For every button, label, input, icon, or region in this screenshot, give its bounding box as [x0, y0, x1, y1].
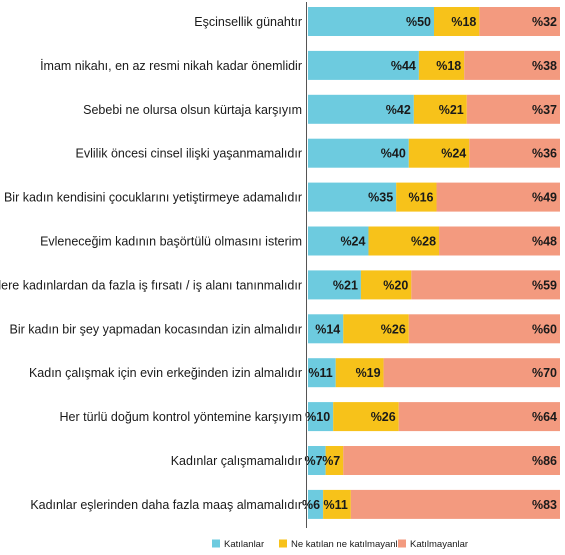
- data-label: %18: [436, 59, 461, 73]
- data-label: %26: [381, 322, 406, 336]
- bar-segment: [396, 182, 437, 212]
- data-label: %59: [532, 278, 557, 292]
- data-label: %28: [411, 235, 436, 249]
- data-label: %24: [441, 147, 466, 161]
- category-label: Kadınlar eşlerinden daha fazla maaş alma…: [30, 498, 302, 512]
- bar-segment: [325, 446, 344, 475]
- data-label: %40: [381, 147, 406, 161]
- data-label: %50: [406, 15, 431, 29]
- bar-segment: [469, 138, 560, 168]
- category-label: Bir kadın bir şey yapmadan kocasından iz…: [9, 322, 302, 336]
- bar-segment: [466, 94, 560, 124]
- data-label: %37: [532, 103, 557, 117]
- bar-segment: [408, 138, 470, 168]
- bar-segment: [335, 358, 384, 388]
- bar-segment: [333, 402, 399, 432]
- category-label: Evlilik öncesi cinsel ilişki yaşanmamalı…: [76, 147, 302, 161]
- bar-segment: [308, 489, 324, 519]
- category-labels: Eşcinsellik günahtır İmam nikahı, en az r…: [0, 15, 302, 512]
- bar-segment: [308, 7, 434, 36]
- bar-segment: [308, 270, 361, 300]
- bar-segment: [360, 270, 412, 300]
- legend-swatch: [398, 539, 406, 548]
- bar-segment: [308, 358, 336, 388]
- data-label: %11: [308, 366, 332, 380]
- category-label: Sebebi ne olursa olsun kürtaja karşıyım: [83, 103, 302, 117]
- category-label: Eşcinsellik günahtır: [194, 15, 302, 29]
- data-label: %35: [368, 191, 393, 205]
- data-label: %48: [532, 235, 557, 249]
- data-label: %86: [532, 454, 557, 468]
- bar-segment: [343, 314, 409, 344]
- data-label: %21: [333, 278, 358, 292]
- bar-segment: [411, 270, 560, 300]
- bar-segment: [323, 489, 351, 519]
- data-label: %16: [408, 191, 433, 205]
- data-label: %11: [323, 498, 347, 512]
- data-label: %6: [302, 498, 320, 512]
- data-label: %83: [532, 498, 557, 512]
- data-label: %18: [451, 15, 476, 29]
- bar-segment: [308, 446, 326, 475]
- bar-segment: [436, 182, 560, 212]
- bar-segment: [308, 138, 409, 168]
- legend-label: Ne katılan ne katılmayanlar: [291, 539, 406, 550]
- data-label: %44: [391, 59, 416, 73]
- bar-segment: [350, 489, 560, 519]
- bar-segment: [383, 358, 560, 388]
- data-label: %49: [532, 191, 557, 205]
- data-label: %64: [532, 410, 557, 424]
- bar-segment: [308, 226, 369, 256]
- data-label: %36: [532, 147, 557, 161]
- data-label: %60: [532, 322, 557, 336]
- category-label: Kadınlar çalışmamalıdır: [171, 454, 302, 468]
- category-label: İmam nikahı, en az resmi nikah kadar öne…: [40, 59, 302, 73]
- data-label: %70: [532, 366, 557, 380]
- data-label: %20: [383, 278, 408, 292]
- data-label: %10: [305, 410, 330, 424]
- data-label: %7: [305, 454, 323, 468]
- bar-segment: [479, 7, 560, 36]
- bar-segment: [434, 7, 480, 36]
- data-label: %24: [340, 235, 365, 249]
- data-label: %32: [532, 15, 557, 29]
- bar-segment: [308, 94, 414, 124]
- data-label: %38: [532, 59, 557, 73]
- data-label: %42: [386, 103, 411, 117]
- bar-segment: [439, 226, 560, 256]
- bar-segment: [418, 50, 465, 80]
- bar-segment: [368, 226, 440, 256]
- data-label: %7: [322, 454, 340, 468]
- bar-segment: [308, 314, 344, 344]
- category-label: Evleneceğim kadının başörtülü olmasını i…: [40, 235, 302, 249]
- data-label: %21: [439, 103, 464, 117]
- category-label: Erkekelere kadınlardan da fazla iş fırsa…: [0, 278, 302, 292]
- legend: Katılanlar Ne katılan ne katılmayanlar Kat…: [212, 539, 468, 550]
- legend-label: Katılanlar: [224, 539, 264, 550]
- data-label: %19: [356, 366, 381, 380]
- category-label: Her türlü doğum kontrol yöntemine karşıy…: [60, 410, 302, 424]
- bar-segment: [308, 182, 397, 212]
- bar-segment: [308, 402, 334, 432]
- legend-label: Katılmayanlar: [410, 539, 468, 550]
- data-label: %14: [315, 322, 340, 336]
- category-label: Kadın çalışmak için evin erkeğinden izin…: [29, 366, 302, 380]
- bar-segment: [398, 402, 560, 432]
- bar-segment: [308, 50, 419, 80]
- bar-segment: [408, 314, 560, 344]
- category-label: Bir kadın kendisini çocuklarını yetiştir…: [4, 191, 302, 205]
- bars-area: %50 %18 %32 %44 %18 %38 %42 %21 %37 %40 %24 %36 %35%…: [302, 7, 560, 519]
- data-label: %26: [371, 410, 396, 424]
- legend-swatch: [212, 539, 220, 548]
- bar-segment: [343, 446, 560, 475]
- bar-segment: [413, 94, 467, 124]
- legend-swatch: [279, 539, 287, 548]
- bar-segment: [464, 50, 560, 80]
